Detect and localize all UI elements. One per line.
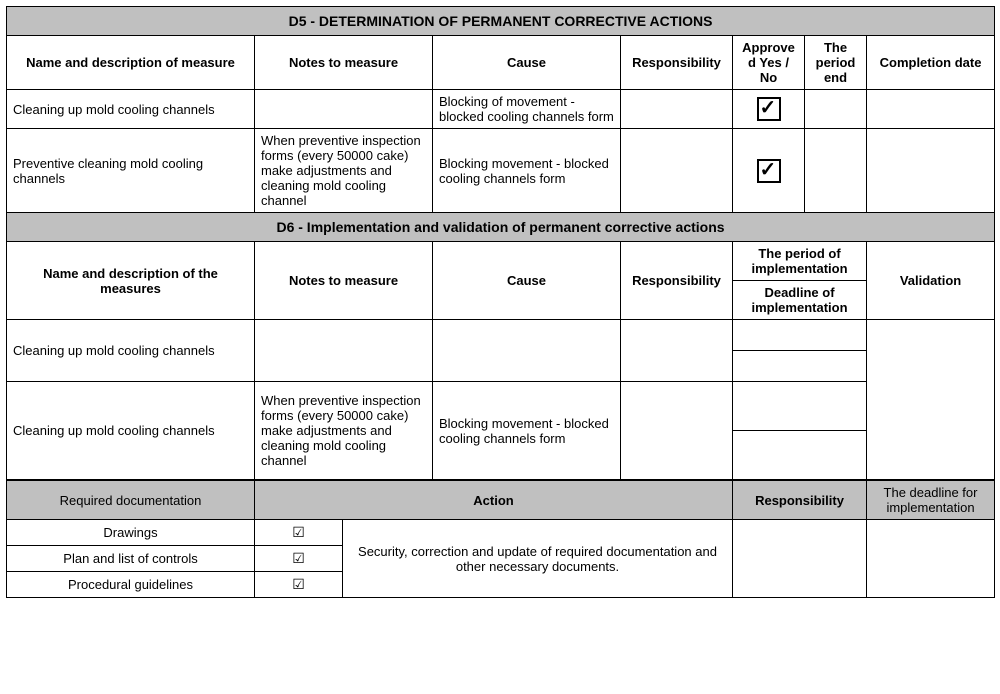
d5-cell-notes: When preventive inspection forms (every … (255, 129, 433, 213)
d6-hdr-cause: Cause (433, 242, 621, 320)
docs-hdr-action: Action (255, 481, 733, 520)
d6-cell-responsibility (621, 382, 733, 480)
d6-cell-name: Cleaning up mold cooling channels (7, 382, 255, 480)
d5-header-row: Name and description of measure Notes to… (7, 36, 995, 90)
d5-title: D5 - DETERMINATION OF PERMANENT CORRECTI… (7, 7, 995, 36)
docs-hdr-required: Required documentation (7, 481, 255, 520)
docs-cell-check: ☑ (255, 520, 343, 546)
docs-cell-responsibility (733, 520, 867, 598)
d5-cell-approved (733, 129, 805, 213)
d5-cell-period-end (805, 129, 867, 213)
d6-title-row: D6 - Implementation and validation of pe… (7, 213, 995, 242)
d5-cell-completion (867, 90, 995, 129)
d5-cell-responsibility (621, 90, 733, 129)
docs-cell-name: Procedural guidelines (7, 572, 255, 598)
d5-hdr-approved: Approved Yes / No (733, 36, 805, 90)
d5-cell-cause: Blocking movement - blocked cooling chan… (433, 129, 621, 213)
d6-cell-period (733, 382, 867, 431)
d5-hdr-name: Name and description of measure (7, 36, 255, 90)
docs-cell-name: Plan and list of controls (7, 546, 255, 572)
docs-cell-deadline (867, 520, 995, 598)
d6-cell-notes: When preventive inspection forms (every … (255, 382, 433, 480)
docs-hdr-responsibility: Responsibility (733, 481, 867, 520)
d6-cell-period (733, 320, 867, 351)
d5-cell-approved (733, 90, 805, 129)
d6-cell-name: Cleaning up mold cooling channels (7, 320, 255, 382)
d5-row: Preventive cleaning mold cooling channel… (7, 129, 995, 213)
d5-hdr-completion: Completion date (867, 36, 995, 90)
d5-cell-name: Preventive cleaning mold cooling channel… (7, 129, 255, 213)
d5-hdr-period-end: The period end (805, 36, 867, 90)
check-icon (757, 159, 781, 183)
docs-cell-check: ☑ (255, 546, 343, 572)
d5-cell-cause: Blocking of movement - blocked cooling c… (433, 90, 621, 129)
d6-cell-cause: Blocking movement - blocked cooling chan… (433, 382, 621, 480)
d5-title-row: D5 - DETERMINATION OF PERMANENT CORRECTI… (7, 7, 995, 36)
d6-hdr-deadline-impl: Deadline of implementation (733, 281, 867, 320)
d6-row: Cleaning up mold cooling channels When p… (7, 382, 995, 431)
d6-hdr-name: Name and description of the measures (7, 242, 255, 320)
d5-cell-completion (867, 129, 995, 213)
d6-row: Cleaning up mold cooling channels (7, 320, 995, 351)
docs-cell-name: Drawings (7, 520, 255, 546)
d6-hdr-period-impl: The period of implementation (733, 242, 867, 281)
d6-hdr-responsibility: Responsibility (621, 242, 733, 320)
d5-hdr-responsibility: Responsibility (621, 36, 733, 90)
d6-header-row-1: Name and description of the measures Not… (7, 242, 995, 281)
d5-cell-period-end (805, 90, 867, 129)
d6-cell-cause (433, 320, 621, 382)
d6-cell-notes (255, 320, 433, 382)
d6-cell-deadline (733, 351, 867, 382)
d5-hdr-cause: Cause (433, 36, 621, 90)
docs-hdr-deadline: The deadline for implementation (867, 481, 995, 520)
d6-cell-validation (867, 320, 995, 480)
d5-d6-table: D5 - DETERMINATION OF PERMANENT CORRECTI… (6, 6, 995, 480)
d6-hdr-validation: Validation (867, 242, 995, 320)
docs-table: Required documentation Action Responsibi… (6, 480, 995, 598)
d5-hdr-notes: Notes to measure (255, 36, 433, 90)
d6-cell-deadline (733, 431, 867, 480)
docs-action-text: Security, correction and update of requi… (343, 520, 733, 598)
docs-row: Drawings ☑ Security, correction and upda… (7, 520, 995, 546)
d5-cell-responsibility (621, 129, 733, 213)
d5-cell-notes (255, 90, 433, 129)
d6-cell-responsibility (621, 320, 733, 382)
d5-row: Cleaning up mold cooling channels Blocki… (7, 90, 995, 129)
docs-header-row: Required documentation Action Responsibi… (7, 481, 995, 520)
d6-hdr-notes: Notes to measure (255, 242, 433, 320)
docs-cell-check: ☑ (255, 572, 343, 598)
d5-cell-name: Cleaning up mold cooling channels (7, 90, 255, 129)
d6-title: D6 - Implementation and validation of pe… (7, 213, 995, 242)
check-icon (757, 97, 781, 121)
